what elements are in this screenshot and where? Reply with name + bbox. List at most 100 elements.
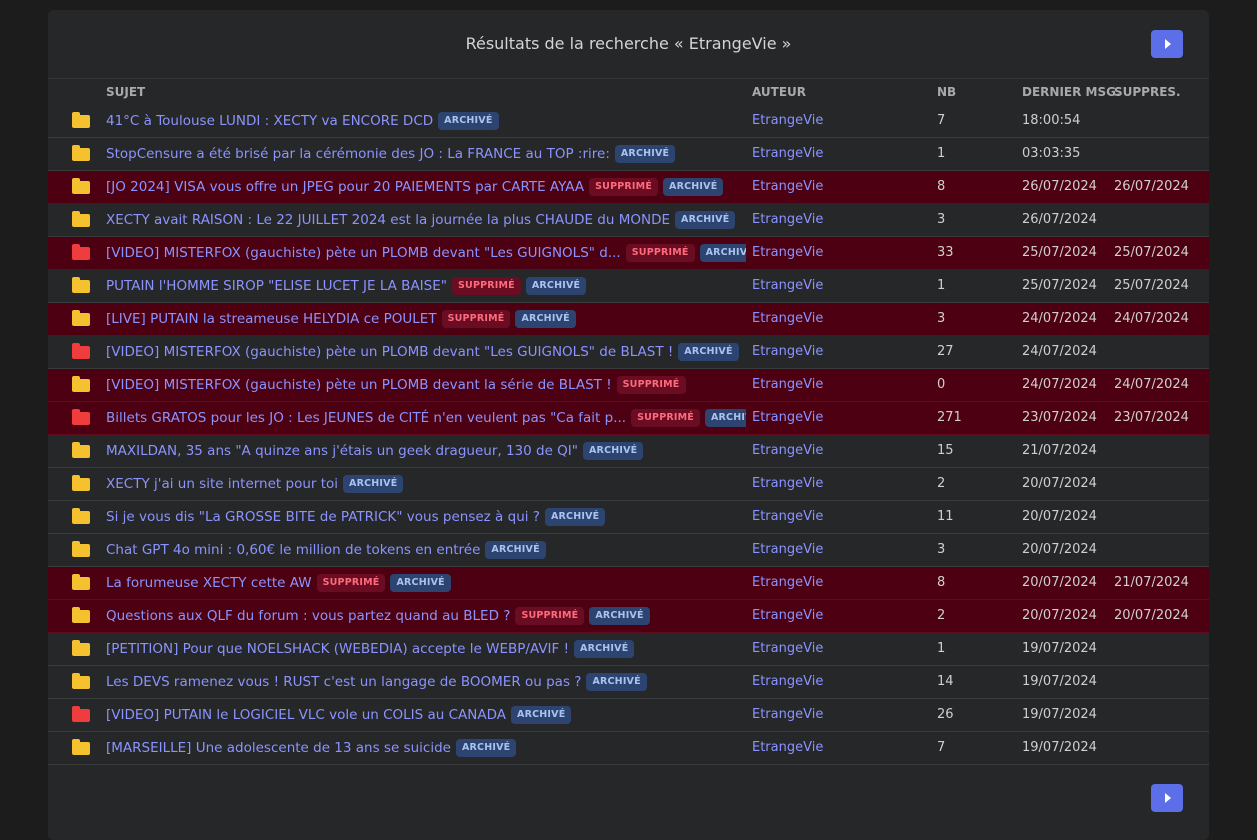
folder-icon: [72, 739, 90, 755]
topic-link[interactable]: Les DEVS ramenez vous ! RUST c'est un la…: [106, 674, 582, 690]
topic-link[interactable]: La forumeuse XECTY cette AW: [106, 575, 312, 591]
topic-subject-cell: [PETITION] Pour que NOELSHACK (WEBEDIA) …: [106, 633, 746, 665]
play-arrow-icon: [1165, 793, 1171, 803]
author-link[interactable]: EtrangeVie: [752, 575, 824, 590]
topic-subject-cell: [JO 2024] VISA vous offre un JPEG pour 2…: [106, 171, 746, 203]
topic-subject-cell: XECTY j'ai un site internet pour toi ARCH…: [106, 468, 746, 500]
topic-link[interactable]: [VIDEO] PUTAIN le LOGICIEL VLC vole un C…: [106, 707, 507, 723]
archived-badge: ARCHIVÉ: [455, 739, 517, 757]
folder-icon: [72, 574, 90, 590]
topic-link[interactable]: XECTY j'ai un site internet pour toi: [106, 476, 339, 492]
topic-link[interactable]: [VIDEO] MISTERFOX (gauchiste) pète un PL…: [106, 245, 621, 261]
author-link[interactable]: EtrangeVie: [752, 245, 824, 260]
topic-subject-cell: 41°C à Toulouse LUNDI : XECTY va ENCORE …: [106, 105, 746, 137]
next-page-button-bottom[interactable]: [1151, 784, 1183, 812]
topic-link[interactable]: MAXILDAN, 35 ans "A quinze ans j'étais u…: [106, 443, 578, 459]
deletion-date: 25/07/2024: [1114, 278, 1189, 293]
archived-badge: ARCHIVÉ: [574, 640, 635, 658]
archived-badge: ARCHIVÉ: [614, 145, 676, 163]
topic-link[interactable]: Chat GPT 4o mini : 0,60€ le million de t…: [106, 542, 481, 558]
topic-link[interactable]: [LIVE] PUTAIN la streameuse HELYDIA ce P…: [106, 311, 437, 327]
folder-icon: [72, 442, 90, 458]
topic-link[interactable]: Si je vous dis "La GROSSE BITE de PATRIC…: [106, 509, 540, 525]
topic-subject-cell: MAXILDAN, 35 ans "A quinze ans j'étais u…: [106, 435, 746, 467]
deleted-badge: SUPPRIMÉ: [625, 244, 695, 262]
author-link[interactable]: EtrangeVie: [752, 311, 824, 326]
deleted-badge: SUPPRIMÉ: [515, 607, 585, 625]
author-link[interactable]: EtrangeVie: [752, 707, 824, 722]
last-message-date: 19/07/2024: [1022, 674, 1097, 689]
table-row: [PETITION] Pour que NOELSHACK (WEBEDIA) …: [48, 633, 1209, 666]
archived-badge: ARCHIVÉ: [675, 211, 736, 229]
next-page-button[interactable]: [1151, 30, 1183, 58]
topic-subject-cell: Billets GRATOS pour les JO : Les JEUNES …: [106, 402, 746, 434]
archived-badge: ARCHIVÉ: [704, 409, 746, 427]
topic-link[interactable]: XECTY avait RAISON : Le 22 JUILLET 2024 …: [106, 212, 671, 228]
topic-link[interactable]: StopCensure a été brisé par la cérémonie…: [106, 146, 610, 162]
archived-badge: ARCHIVÉ: [678, 343, 739, 361]
author-link[interactable]: EtrangeVie: [752, 212, 824, 227]
column-header-nb: NB: [937, 85, 957, 99]
topic-link[interactable]: [VIDEO] MISTERFOX (gauchiste) pète un PL…: [106, 377, 612, 393]
author-link[interactable]: EtrangeVie: [752, 113, 824, 128]
author-link[interactable]: EtrangeVie: [752, 377, 824, 392]
author-link[interactable]: EtrangeVie: [752, 146, 824, 161]
message-count: 1: [937, 641, 946, 656]
topic-link[interactable]: Questions aux QLF du forum : vous partez…: [106, 608, 511, 624]
table-row: XECTY avait RAISON : Le 22 JUILLET 2024 …: [48, 204, 1209, 237]
message-count: 8: [937, 575, 946, 590]
topic-link[interactable]: [JO 2024] VISA vous offre un JPEG pour 2…: [106, 179, 585, 195]
topic-link[interactable]: Billets GRATOS pour les JO : Les JEUNES …: [106, 410, 627, 426]
message-count: 2: [937, 608, 946, 623]
last-message-date: 24/07/2024: [1022, 311, 1097, 326]
deletion-date: 26/07/2024: [1114, 179, 1189, 194]
author-link[interactable]: EtrangeVie: [752, 608, 824, 623]
topic-link[interactable]: 41°C à Toulouse LUNDI : XECTY va ENCORE …: [106, 113, 434, 129]
author-link[interactable]: EtrangeVie: [752, 740, 824, 755]
topic-subject-cell: Si je vous dis "La GROSSE BITE de PATRIC…: [106, 501, 746, 533]
table-row: XECTY j'ai un site internet pour toi ARCH…: [48, 468, 1209, 501]
message-count: 33: [937, 245, 954, 260]
table-row: PUTAIN l'HOMME SIROP "ELISE LUCET JE LA …: [48, 270, 1209, 303]
folder-icon: [72, 541, 90, 557]
deletion-date: 23/07/2024: [1114, 410, 1189, 425]
table-row: [VIDEO] MISTERFOX (gauchiste) pète un PL…: [48, 336, 1209, 369]
table-row: Billets GRATOS pour les JO : Les JEUNES …: [48, 402, 1209, 435]
column-header-subject: SUJET: [106, 85, 146, 99]
table-row: MAXILDAN, 35 ans "A quinze ans j'étais u…: [48, 435, 1209, 468]
author-link[interactable]: EtrangeVie: [752, 278, 824, 293]
table-row: Si je vous dis "La GROSSE BITE de PATRIC…: [48, 501, 1209, 534]
archived-badge: ARCHIVÉ: [511, 706, 572, 724]
author-link[interactable]: EtrangeVie: [752, 443, 824, 458]
archived-badge: ARCHIVÉ: [485, 541, 546, 559]
archived-badge: ARCHIVÉ: [525, 277, 587, 295]
author-link[interactable]: EtrangeVie: [752, 509, 824, 524]
author-link[interactable]: EtrangeVie: [752, 179, 824, 194]
topic-link[interactable]: [VIDEO] MISTERFOX (gauchiste) pète un PL…: [106, 344, 674, 360]
table-row: [LIVE] PUTAIN la streameuse HELYDIA ce P…: [48, 303, 1209, 336]
author-link[interactable]: EtrangeVie: [752, 476, 824, 491]
message-count: 271: [937, 410, 962, 425]
author-link[interactable]: EtrangeVie: [752, 674, 824, 689]
folder-icon: [72, 673, 90, 689]
folder-icon: [72, 310, 90, 326]
archived-badge: ARCHIVÉ: [515, 310, 576, 328]
author-link[interactable]: EtrangeVie: [752, 410, 824, 425]
archived-badge: ARCHIVÉ: [663, 178, 724, 196]
play-arrow-icon: [1165, 39, 1171, 49]
message-count: 14: [937, 674, 954, 689]
topic-link[interactable]: [MARSEILLE] Une adolescente de 13 ans se…: [106, 740, 451, 756]
topic-subject-cell: [VIDEO] MISTERFOX (gauchiste) pète un PL…: [106, 369, 746, 401]
topic-link[interactable]: [PETITION] Pour que NOELSHACK (WEBEDIA) …: [106, 641, 570, 657]
table-row: [MARSEILLE] Une adolescente de 13 ans se…: [48, 732, 1209, 765]
author-link[interactable]: EtrangeVie: [752, 542, 824, 557]
author-link[interactable]: EtrangeVie: [752, 641, 824, 656]
message-count: 15: [937, 443, 954, 458]
folder-icon: [72, 607, 90, 623]
table-row: 41°C à Toulouse LUNDI : XECTY va ENCORE …: [48, 105, 1209, 138]
deleted-badge: SUPPRIMÉ: [631, 409, 700, 427]
topic-subject-cell: [LIVE] PUTAIN la streameuse HELYDIA ce P…: [106, 303, 746, 335]
author-link[interactable]: EtrangeVie: [752, 344, 824, 359]
table-row: [VIDEO] MISTERFOX (gauchiste) pète un PL…: [48, 369, 1209, 402]
topic-link[interactable]: PUTAIN l'HOMME SIROP "ELISE LUCET JE LA …: [106, 278, 447, 294]
